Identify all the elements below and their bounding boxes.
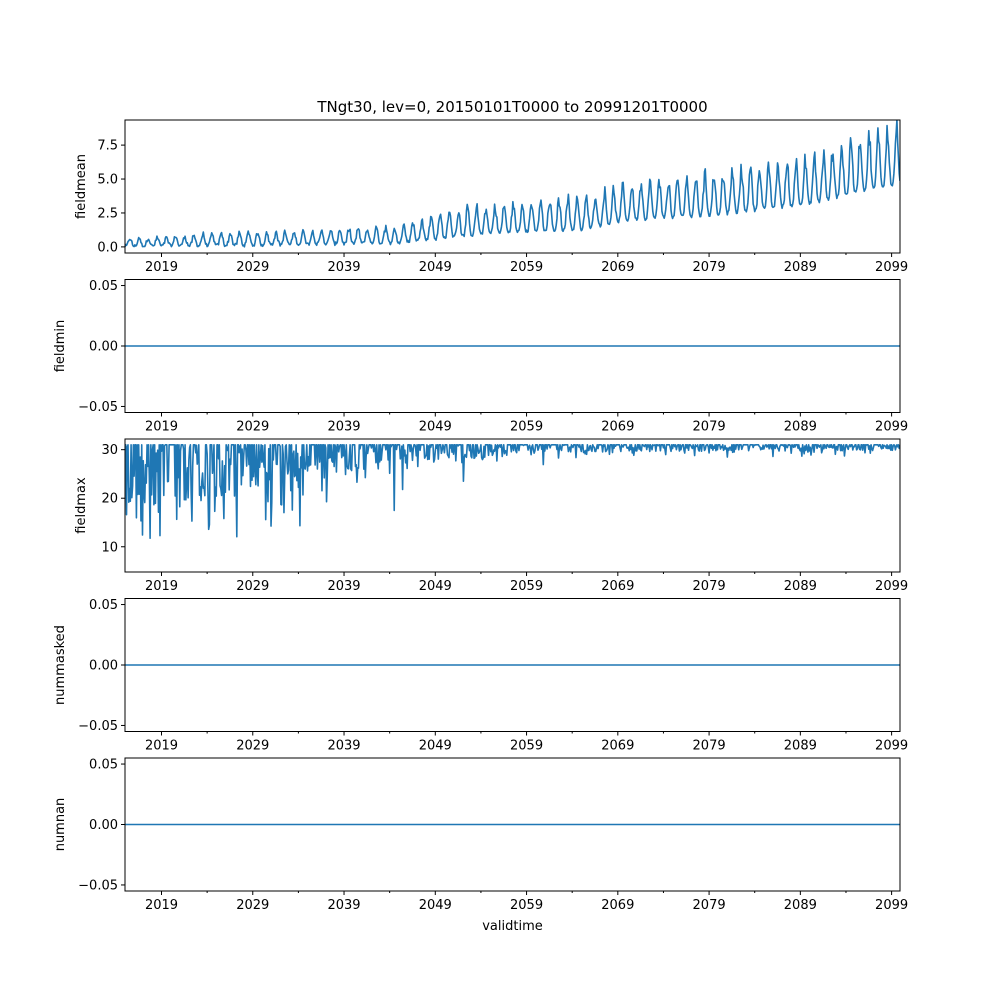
panel-fieldmin: −0.05 0.00 0.05 fieldmin 2019 2029 2039 2049 205…: [53, 279, 908, 435]
x-tick-label: 2039: [327, 420, 360, 435]
x-tick-label: 2059: [510, 898, 543, 913]
x-tick-label: 2019: [145, 579, 178, 594]
x-tick-label: 2079: [693, 420, 726, 435]
x-tick-label: 2039: [327, 739, 360, 754]
panel-nummasked: −0.05 0.00 0.05 nummasked 2019 2029 2039 2049 20…: [53, 598, 908, 754]
x-tick-label: 2099: [875, 260, 908, 275]
chart-title: TNgt30, lev=0, 20150101T0000 to 20991201…: [316, 98, 707, 116]
y-tick-label: 20: [101, 492, 118, 507]
axes-frame-fieldmean: [124, 119, 901, 254]
x-tick-label: 2079: [693, 739, 726, 754]
y-tick-label: −0.05: [78, 878, 118, 893]
x-tick-label: 2039: [327, 898, 360, 913]
x-tick-label: 2049: [419, 420, 452, 435]
y-tick-label: 0.00: [89, 818, 118, 833]
x-tick-label: 2069: [601, 579, 634, 594]
x-tick-label: 2099: [875, 898, 908, 913]
x-tick-label: 2049: [419, 739, 452, 754]
x-tick-label: 2019: [145, 420, 178, 435]
x-tick-label: 2059: [510, 260, 543, 275]
y-tick-label: −0.05: [78, 400, 118, 415]
x-tick-label: 2019: [145, 739, 178, 754]
x-tick-label: 2079: [693, 260, 726, 275]
x-tick-label: 2089: [784, 579, 817, 594]
y-tick-label: 10: [101, 540, 118, 555]
y-axis-label-fieldmin: fieldmin: [53, 320, 68, 373]
x-tick-label: 2089: [784, 260, 817, 275]
subplots: 0.0 2.5 5.0 7.5 fieldmean 2019 2029 2039 2049 205…: [53, 119, 908, 913]
panel-fieldmax: 10 20 30 fieldmax 2019 2029 2039 2049 2059 2069 20…: [74, 438, 908, 594]
x-tick-label: 2059: [510, 579, 543, 594]
x-tick-label: 2039: [327, 260, 360, 275]
y-axis-label-nummasked: nummasked: [53, 625, 68, 705]
axes-frame-fieldmax: [124, 438, 901, 573]
y-tick-label: −0.05: [78, 719, 118, 734]
x-tick-label: 2099: [875, 579, 908, 594]
x-tick-label: 2089: [784, 739, 817, 754]
y-tick-label: 2.5: [97, 206, 118, 221]
x-tick-label: 2019: [145, 898, 178, 913]
x-tick-label: 2029: [236, 579, 269, 594]
x-tick-label: 2079: [693, 579, 726, 594]
x-tick-label: 2029: [236, 420, 269, 435]
y-tick-label: 7.5: [97, 139, 118, 154]
panel-fieldmean: 0.0 2.5 5.0 7.5 fieldmean 2019 2029 2039 2049 205…: [74, 119, 908, 275]
x-tick-label: 2059: [510, 420, 543, 435]
y-tick-label: 0.05: [89, 758, 118, 773]
x-tick-label: 2049: [419, 260, 452, 275]
x-tick-label: 2019: [145, 260, 178, 275]
x-tick-label: 2049: [419, 898, 452, 913]
y-axis-label-fieldmax: fieldmax: [74, 477, 89, 534]
y-tick-label: 0.00: [89, 340, 118, 355]
panel-numnan: −0.05 0.00 0.05 numnan 2019 2029 2039 2049 2059 2…: [53, 757, 908, 913]
x-tick-label: 2039: [327, 579, 360, 594]
y-tick-label: 0.05: [89, 279, 118, 294]
y-axis-label-numnan: numnan: [53, 798, 68, 852]
y-tick-label: 0.05: [89, 598, 118, 613]
x-tick-label: 2089: [784, 898, 817, 913]
y-tick-label: 0.00: [89, 659, 118, 674]
x-tick-label: 2029: [236, 898, 269, 913]
y-tick-label: 30: [101, 443, 118, 458]
x-tick-label: 2069: [601, 260, 634, 275]
x-tick-label: 2099: [875, 739, 908, 754]
x-tick-label: 2029: [236, 739, 269, 754]
y-tick-label: 5.0: [97, 173, 118, 188]
x-axis-label: validtime: [482, 919, 543, 934]
x-tick-label: 2029: [236, 260, 269, 275]
x-tick-label: 2049: [419, 579, 452, 594]
x-tick-label: 2069: [601, 420, 634, 435]
x-tick-label: 2089: [784, 420, 817, 435]
x-tick-label: 2059: [510, 739, 543, 754]
x-tick-label: 2079: [693, 898, 726, 913]
series-line-fieldmax: [125, 444, 900, 540]
x-tick-label: 2069: [601, 739, 634, 754]
series-line-fieldmean: [125, 120, 900, 248]
y-axis-label-fieldmean: fieldmean: [74, 154, 89, 219]
y-tick-label: 0.0: [97, 240, 118, 255]
x-tick-label: 2069: [601, 898, 634, 913]
x-tick-label: 2099: [875, 420, 908, 435]
